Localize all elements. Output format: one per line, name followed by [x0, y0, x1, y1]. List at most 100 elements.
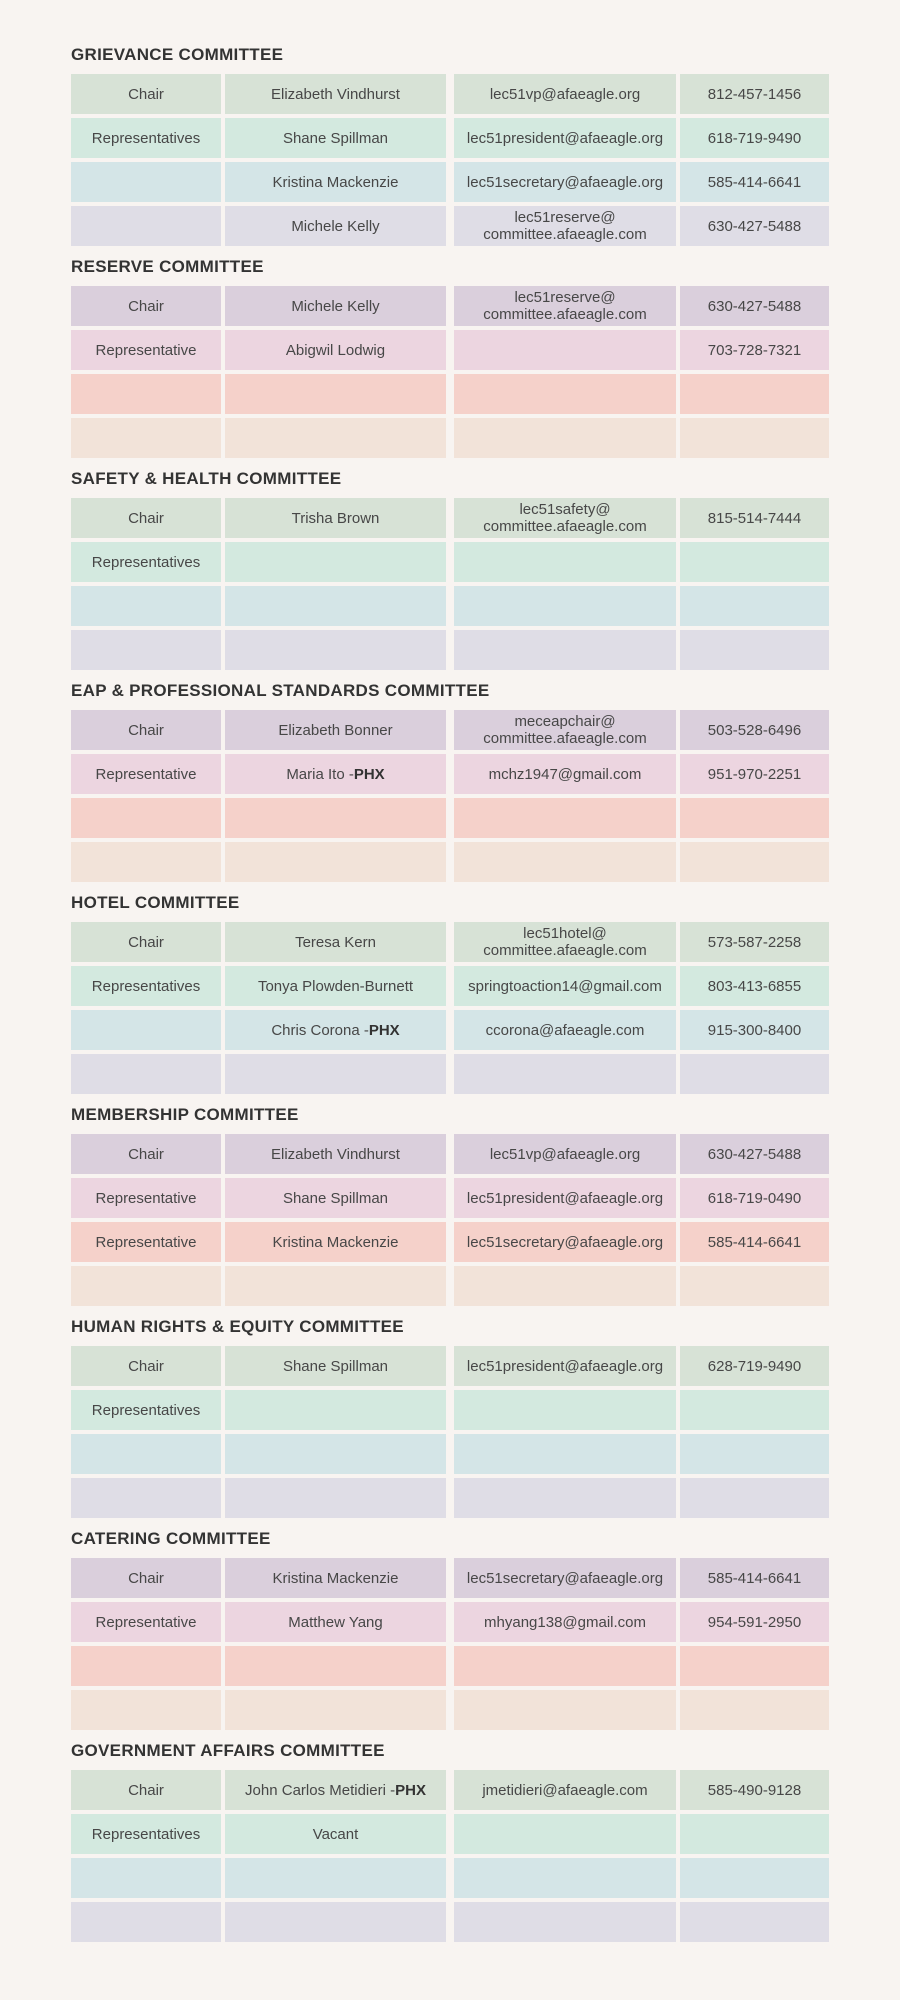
table-cell [71, 842, 221, 882]
table-cell: jmetidieri@afaeagle.com [454, 1770, 676, 1810]
table-cell: 585-414-6641 [680, 1558, 829, 1598]
table-cell: lec51hotel@ committee.afaeagle.com [454, 922, 676, 962]
committee-title: HUMAN RIGHTS & EQUITY COMMITTEE [71, 1317, 404, 1336]
table-cell: 815-514-7444 [680, 498, 829, 538]
committee-list: GRIEVANCE COMMITTEE Chair Elizabeth Vindhu… [71, 44, 900, 1942]
table-row: Chair Elizabeth Vindhurst lec51vp@afaeagle… [71, 74, 900, 114]
committee-title: GOVERNMENT AFFAIRS COMMITTEE [71, 1741, 385, 1760]
committee-section: HUMAN RIGHTS & EQUITY COMMITTEE Chair Shan… [71, 1316, 900, 1528]
table-cell [225, 374, 446, 414]
table-cell [454, 842, 676, 882]
table-cell: 503-528-6496 [680, 710, 829, 750]
table-cell [680, 1390, 829, 1430]
table-cell: Matthew Yang [225, 1602, 446, 1642]
table-cell [225, 418, 446, 458]
table-row: Chair John Carlos Metidieri - PHX jmetidie… [71, 1770, 900, 1810]
table-cell: Chair [71, 1134, 221, 1174]
table-cell: lec51secretary@afaeagle.org [454, 1558, 676, 1598]
table-cell: 630-427-5488 [680, 286, 829, 326]
table-cell: Chair [71, 286, 221, 326]
table-cell [680, 1690, 829, 1730]
table-cell: Teresa Kern [225, 922, 446, 962]
table-cell [454, 418, 676, 458]
table-cell [680, 374, 829, 414]
table-cell: 703-728-7321 [680, 330, 829, 370]
table-cell: 954-591-2950 [680, 1602, 829, 1642]
table-cell: Representatives [71, 542, 221, 582]
table-cell: Representatives [71, 118, 221, 158]
table-cell: mchz1947@gmail.com [454, 754, 676, 794]
table-cell [71, 206, 221, 246]
table-cell [71, 1434, 221, 1474]
table-cell: mhyang138@gmail.com [454, 1602, 676, 1642]
table-cell [680, 1814, 829, 1854]
table-cell: lec51reserve@ committee.afaeagle.com [454, 206, 676, 246]
table-cell [454, 586, 676, 626]
table-cell: 618-719-9490 [680, 118, 829, 158]
table-cell [680, 586, 829, 626]
table-cell [71, 1478, 221, 1518]
table-cell: 630-427-5488 [680, 1134, 829, 1174]
table-cell: Chair [71, 922, 221, 962]
text-run: John Carlos Metidieri - [245, 1781, 396, 1799]
table-cell: Representative [71, 1178, 221, 1218]
table-row: Chair Elizabeth Bonner meceapchair@ commit… [71, 710, 900, 750]
table-row: Chair Kristina Mackenzie lec51secretary@af… [71, 1558, 900, 1598]
table-cell: Chris Corona - PHX [225, 1010, 446, 1050]
table-row [71, 1690, 900, 1730]
table-cell [680, 1054, 829, 1094]
table-row: Representative Maria Ito - PHX mchz1947@gm… [71, 754, 900, 794]
table-cell [680, 798, 829, 838]
table-cell: Shane Spillman [225, 1178, 446, 1218]
table-cell [225, 542, 446, 582]
table-cell [454, 542, 676, 582]
table-cell [454, 1434, 676, 1474]
table-cell [454, 330, 676, 370]
table-row: Chair Trisha Brown lec51safety@ committee.… [71, 498, 900, 538]
table-cell [225, 1478, 446, 1518]
text-run: Chris Corona - [271, 1021, 369, 1039]
table-cell [680, 630, 829, 670]
table-cell: Vacant [225, 1814, 446, 1854]
table-cell: Chair [71, 1770, 221, 1810]
table-cell: Kristina Mackenzie [225, 1558, 446, 1598]
table-cell: 915-300-8400 [680, 1010, 829, 1050]
table-cell: 618-719-0490 [680, 1178, 829, 1218]
table-cell: Kristina Mackenzie [225, 1222, 446, 1262]
table-row: Representative Kristina Mackenzie lec51sec… [71, 1222, 900, 1262]
table-cell [71, 630, 221, 670]
table-cell: Tonya Plowden-Burnett [225, 966, 446, 1006]
committee-section: SAFETY & HEALTH COMMITTEE Chair Trisha Bro… [71, 468, 900, 680]
table-row [71, 374, 900, 414]
table-cell [454, 798, 676, 838]
table-cell [454, 1858, 676, 1898]
table-cell [454, 1266, 676, 1306]
table-cell [225, 1434, 446, 1474]
table-cell [680, 1434, 829, 1474]
table-row: Representatives [71, 542, 900, 582]
table-cell: Chair [71, 1558, 221, 1598]
table-row [71, 1902, 900, 1942]
table-cell: 585-414-6641 [680, 1222, 829, 1262]
committee-section: EAP & PROFESSIONAL STANDARDS COMMITTEE Ch… [71, 680, 900, 892]
table-cell: Michele Kelly [225, 286, 446, 326]
committee-title: EAP & PROFESSIONAL STANDARDS COMMITTEE [71, 681, 490, 700]
table-cell: Kristina Mackenzie [225, 162, 446, 202]
table-row [71, 1858, 900, 1898]
table-cell: Shane Spillman [225, 1346, 446, 1386]
committee-section: GRIEVANCE COMMITTEE Chair Elizabeth Vindhu… [71, 44, 900, 256]
table-cell [225, 1902, 446, 1942]
table-cell: 630-427-5488 [680, 206, 829, 246]
table-row: Chris Corona - PHX ccorona@afaeagle.com 91… [71, 1010, 900, 1050]
committee-section: HOTEL COMMITTEE Chair Teresa Kern lec51hote… [71, 892, 900, 1104]
table-cell [454, 1054, 676, 1094]
table-row [71, 842, 900, 882]
text-run: PHX [395, 1781, 426, 1799]
committee-title: SAFETY & HEALTH COMMITTEE [71, 469, 342, 488]
table-cell: lec51safety@ committee.afaeagle.com [454, 498, 676, 538]
table-row [71, 1478, 900, 1518]
table-cell [680, 1266, 829, 1306]
table-row [71, 630, 900, 670]
table-cell [71, 1690, 221, 1730]
